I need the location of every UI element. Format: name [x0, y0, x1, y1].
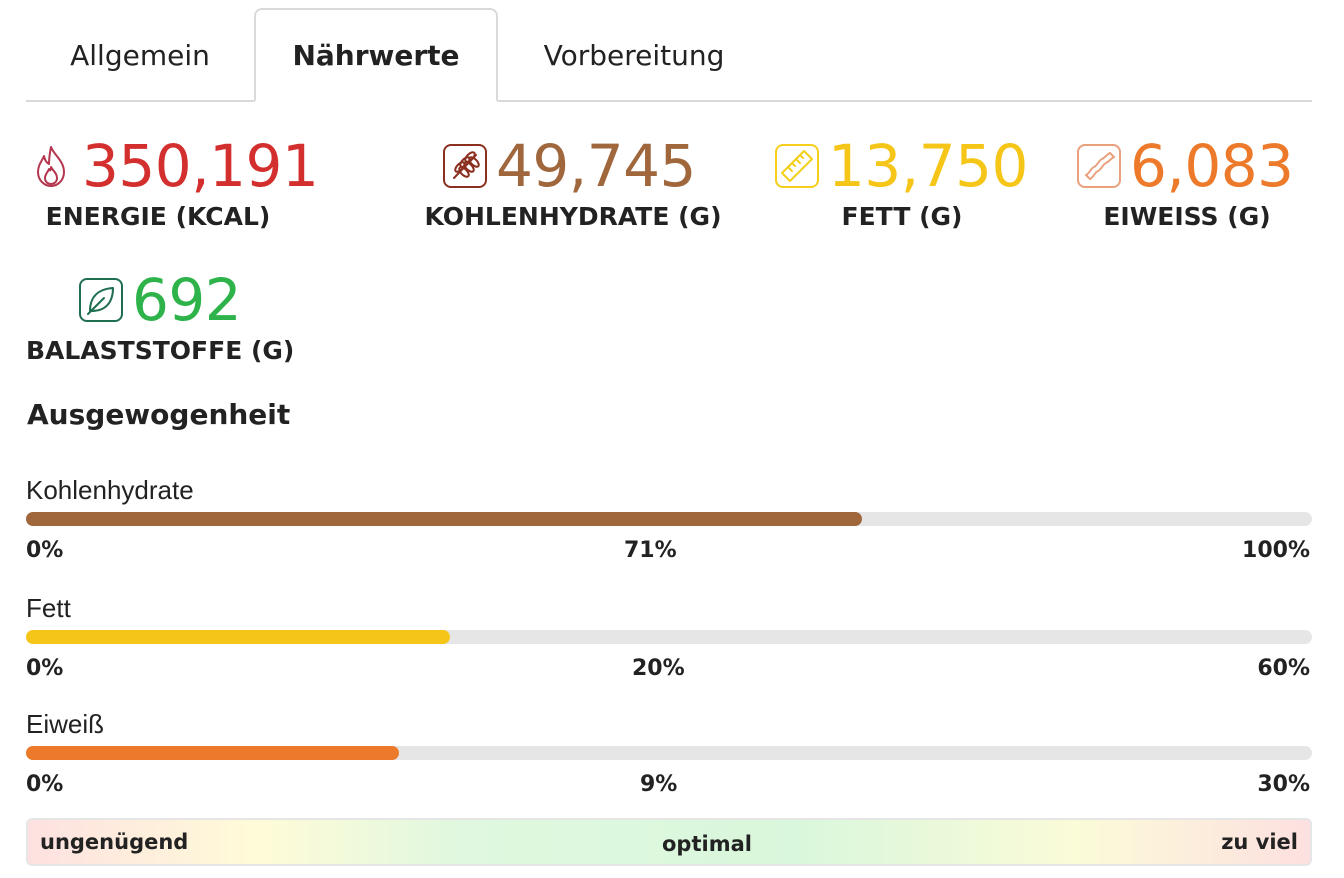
wheat-icon: [442, 143, 488, 189]
scale-mid: 20%: [632, 656, 685, 681]
bar-track: [26, 630, 1312, 644]
leaf-icon: [78, 277, 124, 323]
protein-label: EIWEISS (G): [1103, 202, 1271, 231]
nutrient-protein: 6,083 EIWEISS (G): [1076, 136, 1298, 231]
bar-fill: [26, 746, 399, 760]
energy-value: 350,191: [82, 132, 319, 200]
nutrient-carbs: 49,745 KOHLENHYDRATE (G): [425, 132, 722, 231]
legend-optimal: optimal: [662, 832, 752, 856]
fiber-label: BALASTSTOFFE (G): [26, 336, 295, 365]
balance-bar-protein: Eiweiß 0% 9% 30%: [26, 708, 1312, 806]
tab-allgemein[interactable]: Allgemein: [70, 38, 210, 72]
bar-scale: 0% 20% 60%: [26, 656, 1312, 690]
fiber-value: 692: [132, 266, 242, 334]
bar-label: Kohlenhydrate: [26, 475, 194, 505]
bar-fill: [26, 630, 451, 644]
bar-label: Eiweiß: [26, 709, 105, 739]
bar-track: [26, 512, 1312, 526]
balance-legend: ungenügend optimal zu viel: [26, 818, 1312, 866]
fat-value: 13,750: [828, 132, 1028, 200]
scale-max: 60%: [1257, 656, 1310, 681]
legend-low: ungenügend: [40, 830, 189, 854]
carbs-value: 49,745: [496, 132, 696, 200]
bar-label: Fett: [26, 593, 71, 623]
balance-bar-carbs: Kohlenhydrate 0% 71% 100%: [26, 474, 1312, 572]
tab-naehrwerte[interactable]: Nährwerte: [254, 8, 498, 102]
nutrient-fiber: 692 BALASTSTOFFE (G): [26, 266, 294, 365]
energy-label: ENERGIE (KCAL): [45, 202, 271, 231]
bacon-icon: [1076, 143, 1122, 189]
fat-label: FETT (G): [841, 202, 963, 231]
tab-bar: Allgemein Nährwerte Vorbereitung: [26, 8, 1312, 102]
bar-scale: 0% 71% 100%: [26, 538, 1312, 572]
measure-tape-icon: [774, 143, 820, 189]
scale-min: 0%: [26, 656, 64, 681]
tab-divider: [26, 100, 1312, 102]
tab-vorbereitung[interactable]: Vorbereitung: [543, 38, 725, 72]
balance-heading: Ausgewogenheit: [27, 398, 291, 431]
flame-icon: [28, 143, 74, 189]
balance-bar-fat: Fett 0% 20% 60%: [26, 592, 1312, 690]
carbs-label: KOHLENHYDRATE (G): [424, 202, 722, 231]
scale-mid: 71%: [624, 538, 677, 563]
nutrient-energy: 350,191 ENERGIE (KCAL): [28, 132, 319, 231]
protein-value: 6,083: [1130, 132, 1294, 200]
bar-track: [26, 746, 1312, 760]
scale-max: 100%: [1242, 538, 1310, 563]
nutrient-fat: 13,750 FETT (G): [774, 136, 1030, 231]
legend-high: zu viel: [1221, 830, 1298, 854]
scale-min: 0%: [26, 772, 64, 797]
scale-min: 0%: [26, 538, 64, 563]
bar-scale: 0% 9% 30%: [26, 772, 1312, 806]
scale-max: 30%: [1257, 772, 1310, 797]
bar-fill: [26, 512, 862, 526]
scale-mid: 9%: [640, 772, 678, 797]
